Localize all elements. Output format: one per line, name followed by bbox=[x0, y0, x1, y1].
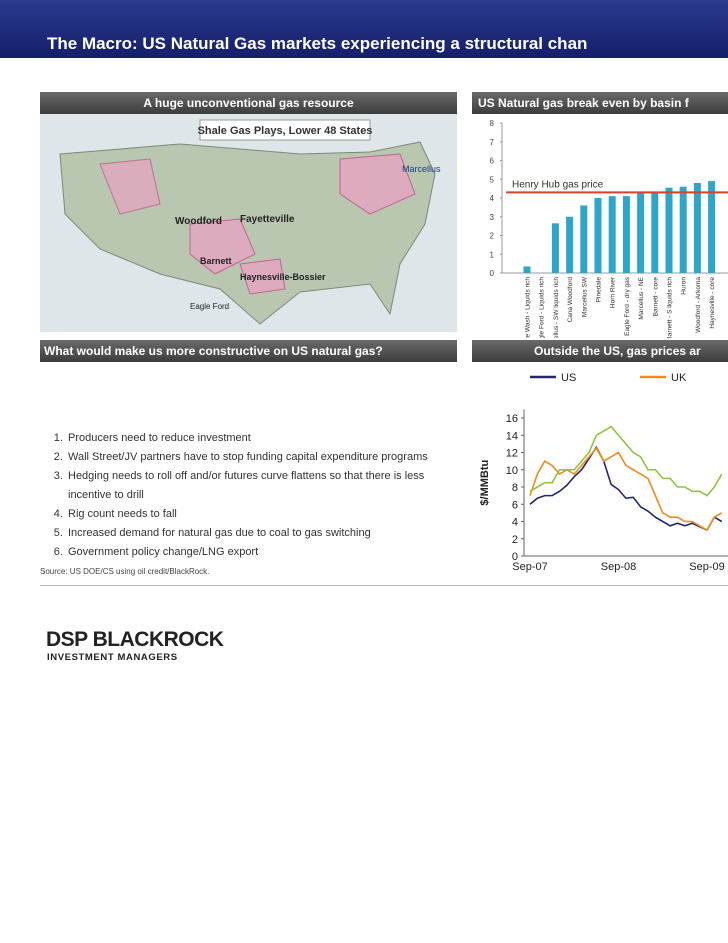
y-tick-label: 2 bbox=[490, 232, 495, 241]
legend-label: US bbox=[561, 372, 576, 384]
slide-title: The Macro: US Natural Gas markets experi… bbox=[47, 34, 588, 53]
list-item: Rig count needs to fall bbox=[66, 505, 460, 524]
map-label: Haynesville-Bossier bbox=[240, 272, 326, 282]
x-tick-label: Woodford - Arkoma bbox=[695, 277, 702, 333]
x-tick-label: Marcellus - NE bbox=[638, 276, 645, 319]
bar-chart: 0 1 2 3 4 5 6 7 8 Granite Wash - Liquids rich Eagl… bbox=[490, 119, 728, 338]
x-tick-label: Sep-08 bbox=[601, 561, 636, 573]
y-tick-label: 10 bbox=[506, 465, 518, 477]
map: Shale Gas Plays, Lower 48 States Marcell… bbox=[40, 114, 457, 332]
x-tick-label: Eagle Ford - Liquids rich bbox=[539, 277, 546, 338]
panel-heading: A huge unconventional gas resource bbox=[40, 92, 457, 114]
bar bbox=[594, 198, 602, 273]
panel-heading: Outside the US, gas prices ar bbox=[472, 340, 728, 362]
y-tick-label: 16 bbox=[506, 413, 518, 425]
shale-area bbox=[189, 218, 256, 275]
x-tick-label: Barnett - core bbox=[652, 277, 659, 317]
x-tick-label: Granite Wash - Liquids rich bbox=[525, 277, 532, 338]
legend-label: UK bbox=[671, 372, 687, 384]
x-tick-label: Sep-07 bbox=[512, 561, 547, 573]
series-line bbox=[529, 446, 723, 532]
y-tick-label: 8 bbox=[490, 119, 495, 128]
logo-sub: INVESTMENT MANAGERS bbox=[47, 652, 178, 663]
line-chart: 0 2 4 6 8 10 12 14 16 $/MMBtu Sep-07 Sep-08 Sep-09 US… bbox=[479, 372, 728, 573]
map-title-box bbox=[199, 119, 371, 141]
logo: DSP BLACKROCK bbox=[46, 628, 224, 651]
list-item: Hedging needs to roll off and/or futures… bbox=[66, 467, 460, 505]
reference-label: Henry Hub gas price bbox=[512, 179, 604, 190]
bar bbox=[580, 205, 588, 273]
map-label: Marcellus bbox=[402, 164, 441, 174]
y-tick-label: 4 bbox=[490, 194, 495, 203]
divider bbox=[40, 585, 728, 586]
y-tick-label: 7 bbox=[490, 138, 495, 147]
bar bbox=[622, 196, 630, 273]
x-tick-label: Huron bbox=[681, 277, 688, 295]
x-tick-label: Sep-09 bbox=[689, 561, 724, 573]
bar bbox=[651, 192, 659, 273]
panel-heading: US Natural gas break even by basin f bbox=[472, 92, 728, 114]
series-line bbox=[529, 445, 723, 532]
bar bbox=[608, 196, 616, 273]
list-item: Increased demand for natural gas due to … bbox=[66, 524, 460, 543]
bar bbox=[693, 183, 701, 273]
x-tick-label: Marcellus - SW liquids rich bbox=[553, 277, 560, 338]
y-tick-label: 14 bbox=[506, 430, 518, 442]
shale-area bbox=[239, 258, 286, 295]
x-tick-label: Pinedale bbox=[596, 277, 603, 303]
y-tick-label: 8 bbox=[512, 482, 518, 494]
list-item: Government policy change/LNG export bbox=[66, 543, 460, 562]
y-tick-label: 0 bbox=[490, 269, 495, 278]
x-tick-label: Haynesville - core bbox=[709, 277, 716, 329]
map-title: Shale Gas Plays, Lower 48 States bbox=[198, 125, 373, 137]
bar bbox=[665, 187, 673, 273]
map-label: Barnett bbox=[200, 256, 232, 266]
bar bbox=[523, 266, 531, 273]
source: Source: US DOE/CS using oil credit/Black… bbox=[40, 567, 210, 576]
map-label: Eagle Ford bbox=[190, 302, 229, 311]
map-label: Fayetteville bbox=[240, 214, 295, 225]
shale-area bbox=[99, 158, 161, 215]
title-bar bbox=[0, 0, 728, 58]
y-tick-label: 5 bbox=[490, 175, 495, 184]
list-item: Producers need to reduce investment bbox=[66, 429, 460, 448]
item-list: Producers need to reduce investmentWall … bbox=[40, 429, 460, 562]
y-tick-label: 6 bbox=[512, 499, 518, 511]
map-label: Woodford bbox=[175, 216, 222, 227]
bar bbox=[708, 181, 716, 273]
bar bbox=[637, 192, 645, 273]
list-item: Wall Street/JV partners have to stop fun… bbox=[66, 448, 460, 467]
y-tick-label: 2 bbox=[512, 534, 518, 546]
series-line bbox=[529, 425, 723, 497]
x-tick-label: Horn River bbox=[610, 276, 617, 308]
bar bbox=[566, 216, 574, 273]
y-axis-label: $/MMBtu bbox=[479, 460, 491, 506]
x-tick-label: Cana Woodford bbox=[567, 277, 574, 323]
bar bbox=[679, 186, 687, 273]
y-tick-label: 3 bbox=[490, 213, 495, 222]
list: Producers need to reduce investmentWall … bbox=[40, 429, 460, 562]
panel-heading: What would make us more constructive on … bbox=[40, 340, 457, 362]
y-tick-label: 0 bbox=[512, 551, 518, 563]
y-tick-label: 6 bbox=[490, 157, 495, 166]
x-tick-label: Eagle Ford - dry gas bbox=[624, 276, 631, 336]
x-tick-label: Barnett - S liquids rich bbox=[667, 277, 674, 338]
y-tick-label: 12 bbox=[506, 448, 518, 460]
x-tick-label: Marcellus SW bbox=[581, 276, 588, 317]
y-tick-label: 1 bbox=[490, 250, 495, 259]
y-tick-label: 4 bbox=[512, 517, 518, 529]
shale-area bbox=[339, 153, 416, 215]
bar bbox=[551, 223, 559, 273]
